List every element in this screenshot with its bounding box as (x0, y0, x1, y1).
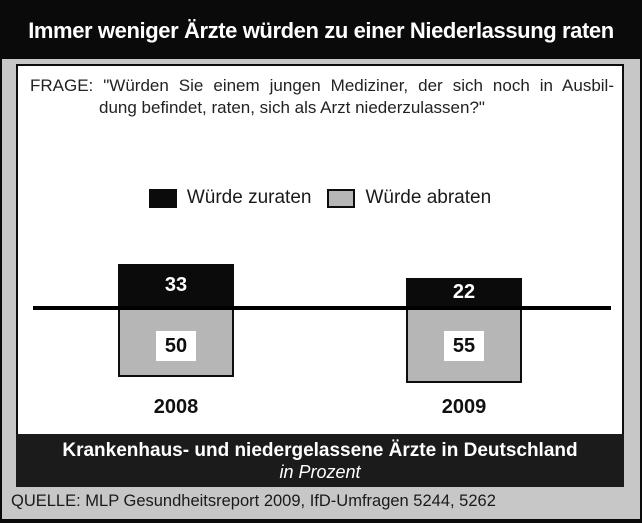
category-label-2009: 2009 (441, 396, 487, 418)
question-line-1: FRAGE: "Würden Sie einem jungen Medizine… (30, 76, 614, 95)
legend-label-abraten: Würde abraten (365, 187, 492, 208)
legend-swatch-abraten (327, 188, 356, 208)
bar-value-2009-abraten: 55 (444, 331, 484, 361)
bar-2009-abraten: 55 (406, 310, 522, 383)
chart-title: Immer weniger Ärzte würden zu einer Nied… (28, 17, 614, 43)
bar-value-2008-abraten: 50 (156, 331, 196, 361)
bar-2008-zuraten: 33 (118, 264, 234, 306)
bar-value-2009-zuraten: 22 (452, 280, 476, 303)
category-label-2008: 2008 (153, 396, 199, 418)
question-text: FRAGE: "Würden Sie einem jungen Medizine… (30, 75, 614, 119)
bar-2009-zuraten: 22 (406, 278, 522, 306)
question-line-2: dung befindet, raten, sich als Arzt nied… (99, 98, 485, 117)
legend-label-zuraten: Würde zuraten (186, 187, 312, 208)
legend: Würde zuraten Würde abraten (18, 187, 622, 209)
footer-banner: Krankenhaus- und niedergelassene Ärzte i… (16, 434, 624, 487)
legend-swatch-zuraten (148, 188, 177, 208)
baseline-axis (33, 306, 611, 310)
content-box: FRAGE: "Würden Sie einem jungen Medizine… (16, 64, 624, 487)
banner-unit: in Prozent (279, 462, 361, 482)
banner-population: Krankenhaus- und niedergelassene Ärzte i… (62, 440, 578, 461)
bar-2008-abraten: 50 (118, 310, 234, 377)
title-bar: Immer weniger Ärzte würden zu einer Nied… (2, 2, 640, 59)
bar-value-2008-zuraten: 33 (164, 273, 188, 296)
source-line: QUELLE: MLP Gesundheitsreport 2009, IfD-… (11, 492, 496, 510)
